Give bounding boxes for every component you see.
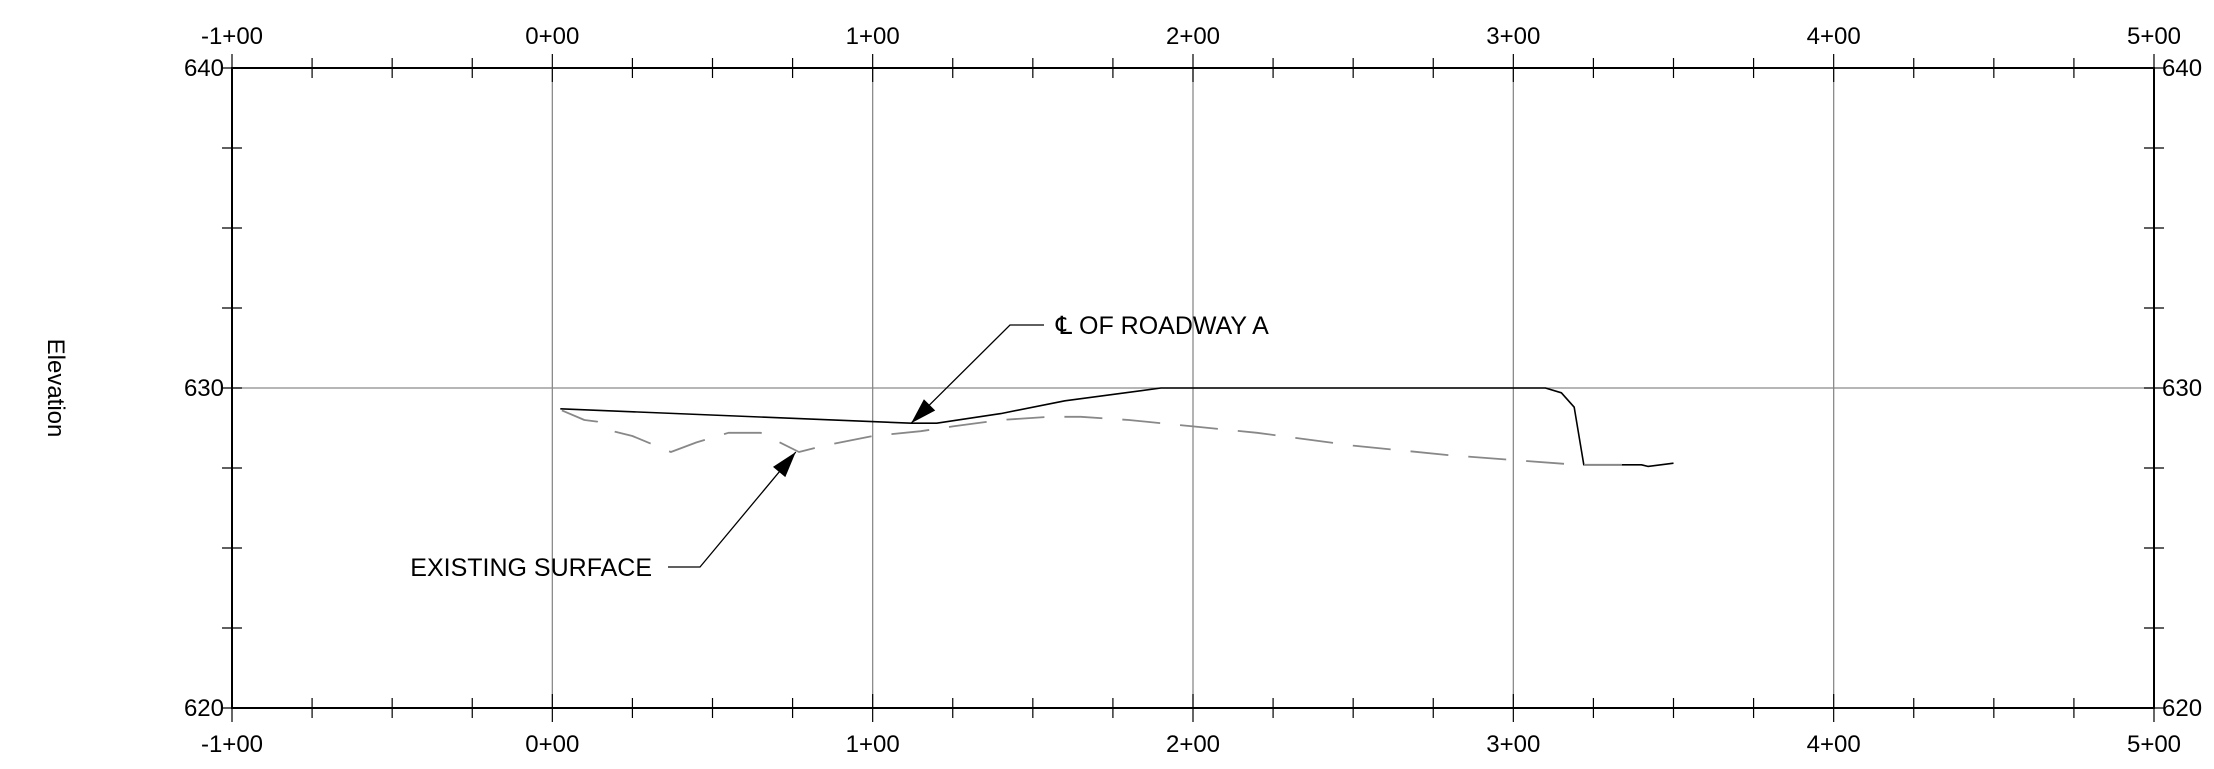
x-tick-label-top: 4+00 <box>1807 23 1861 50</box>
y-tick-label-left: 640 <box>184 55 224 82</box>
centerline-leader-line <box>910 324 1044 424</box>
existing-surface-line <box>561 409 1642 466</box>
x-tick-label-bottom: 0+00 <box>525 731 579 758</box>
roadway-profile-line <box>560 387 1674 468</box>
x-tick-label-bottom: 4+00 <box>1807 731 1861 758</box>
x-tick-label-top: 3+00 <box>1486 23 1540 50</box>
existing-surface-label: EXISTING SURFACE <box>410 554 652 582</box>
x-tick-label-top: -1+00 <box>201 23 263 50</box>
existing-surface-leader-line <box>668 451 797 568</box>
y-tick-label-left: 630 <box>184 375 224 402</box>
y-tick-label-right: 630 <box>2162 375 2202 402</box>
x-tick-label-top: 2+00 <box>1166 23 1220 50</box>
x-tick-label-top: 0+00 <box>525 23 579 50</box>
tick-labels: -1+00 -1+00 0+00 0+00 1+00 1+00 2+00 2+00 3+00 3+… <box>184 23 2202 758</box>
y-axis-label: Elevation <box>42 339 69 438</box>
x-tick-label-bottom: -1+00 <box>201 731 263 758</box>
y-tick-label-right: 620 <box>2162 695 2202 722</box>
annotations: ℄ OF ROADWAY A EXISTING SURFACE <box>410 312 1269 582</box>
existing-surface-arrowhead <box>772 452 796 478</box>
x-tick-label-top: 5+00 <box>2127 23 2181 50</box>
y-tick-label-right: 640 <box>2162 55 2202 82</box>
x-tick-label-top: 1+00 <box>846 23 900 50</box>
centerline-arrowhead <box>911 399 936 424</box>
x-tick-label-bottom: 5+00 <box>2127 731 2181 758</box>
centerline-label: ℄ OF ROADWAY A <box>1055 312 1269 340</box>
x-tick-label-bottom: 2+00 <box>1166 731 1220 758</box>
series-lines <box>560 387 1674 468</box>
x-tick-label-bottom: 3+00 <box>1486 731 1540 758</box>
x-tick-label-bottom: 1+00 <box>846 731 900 758</box>
plot-frame <box>231 67 2155 709</box>
y-tick-label-left: 620 <box>184 695 224 722</box>
